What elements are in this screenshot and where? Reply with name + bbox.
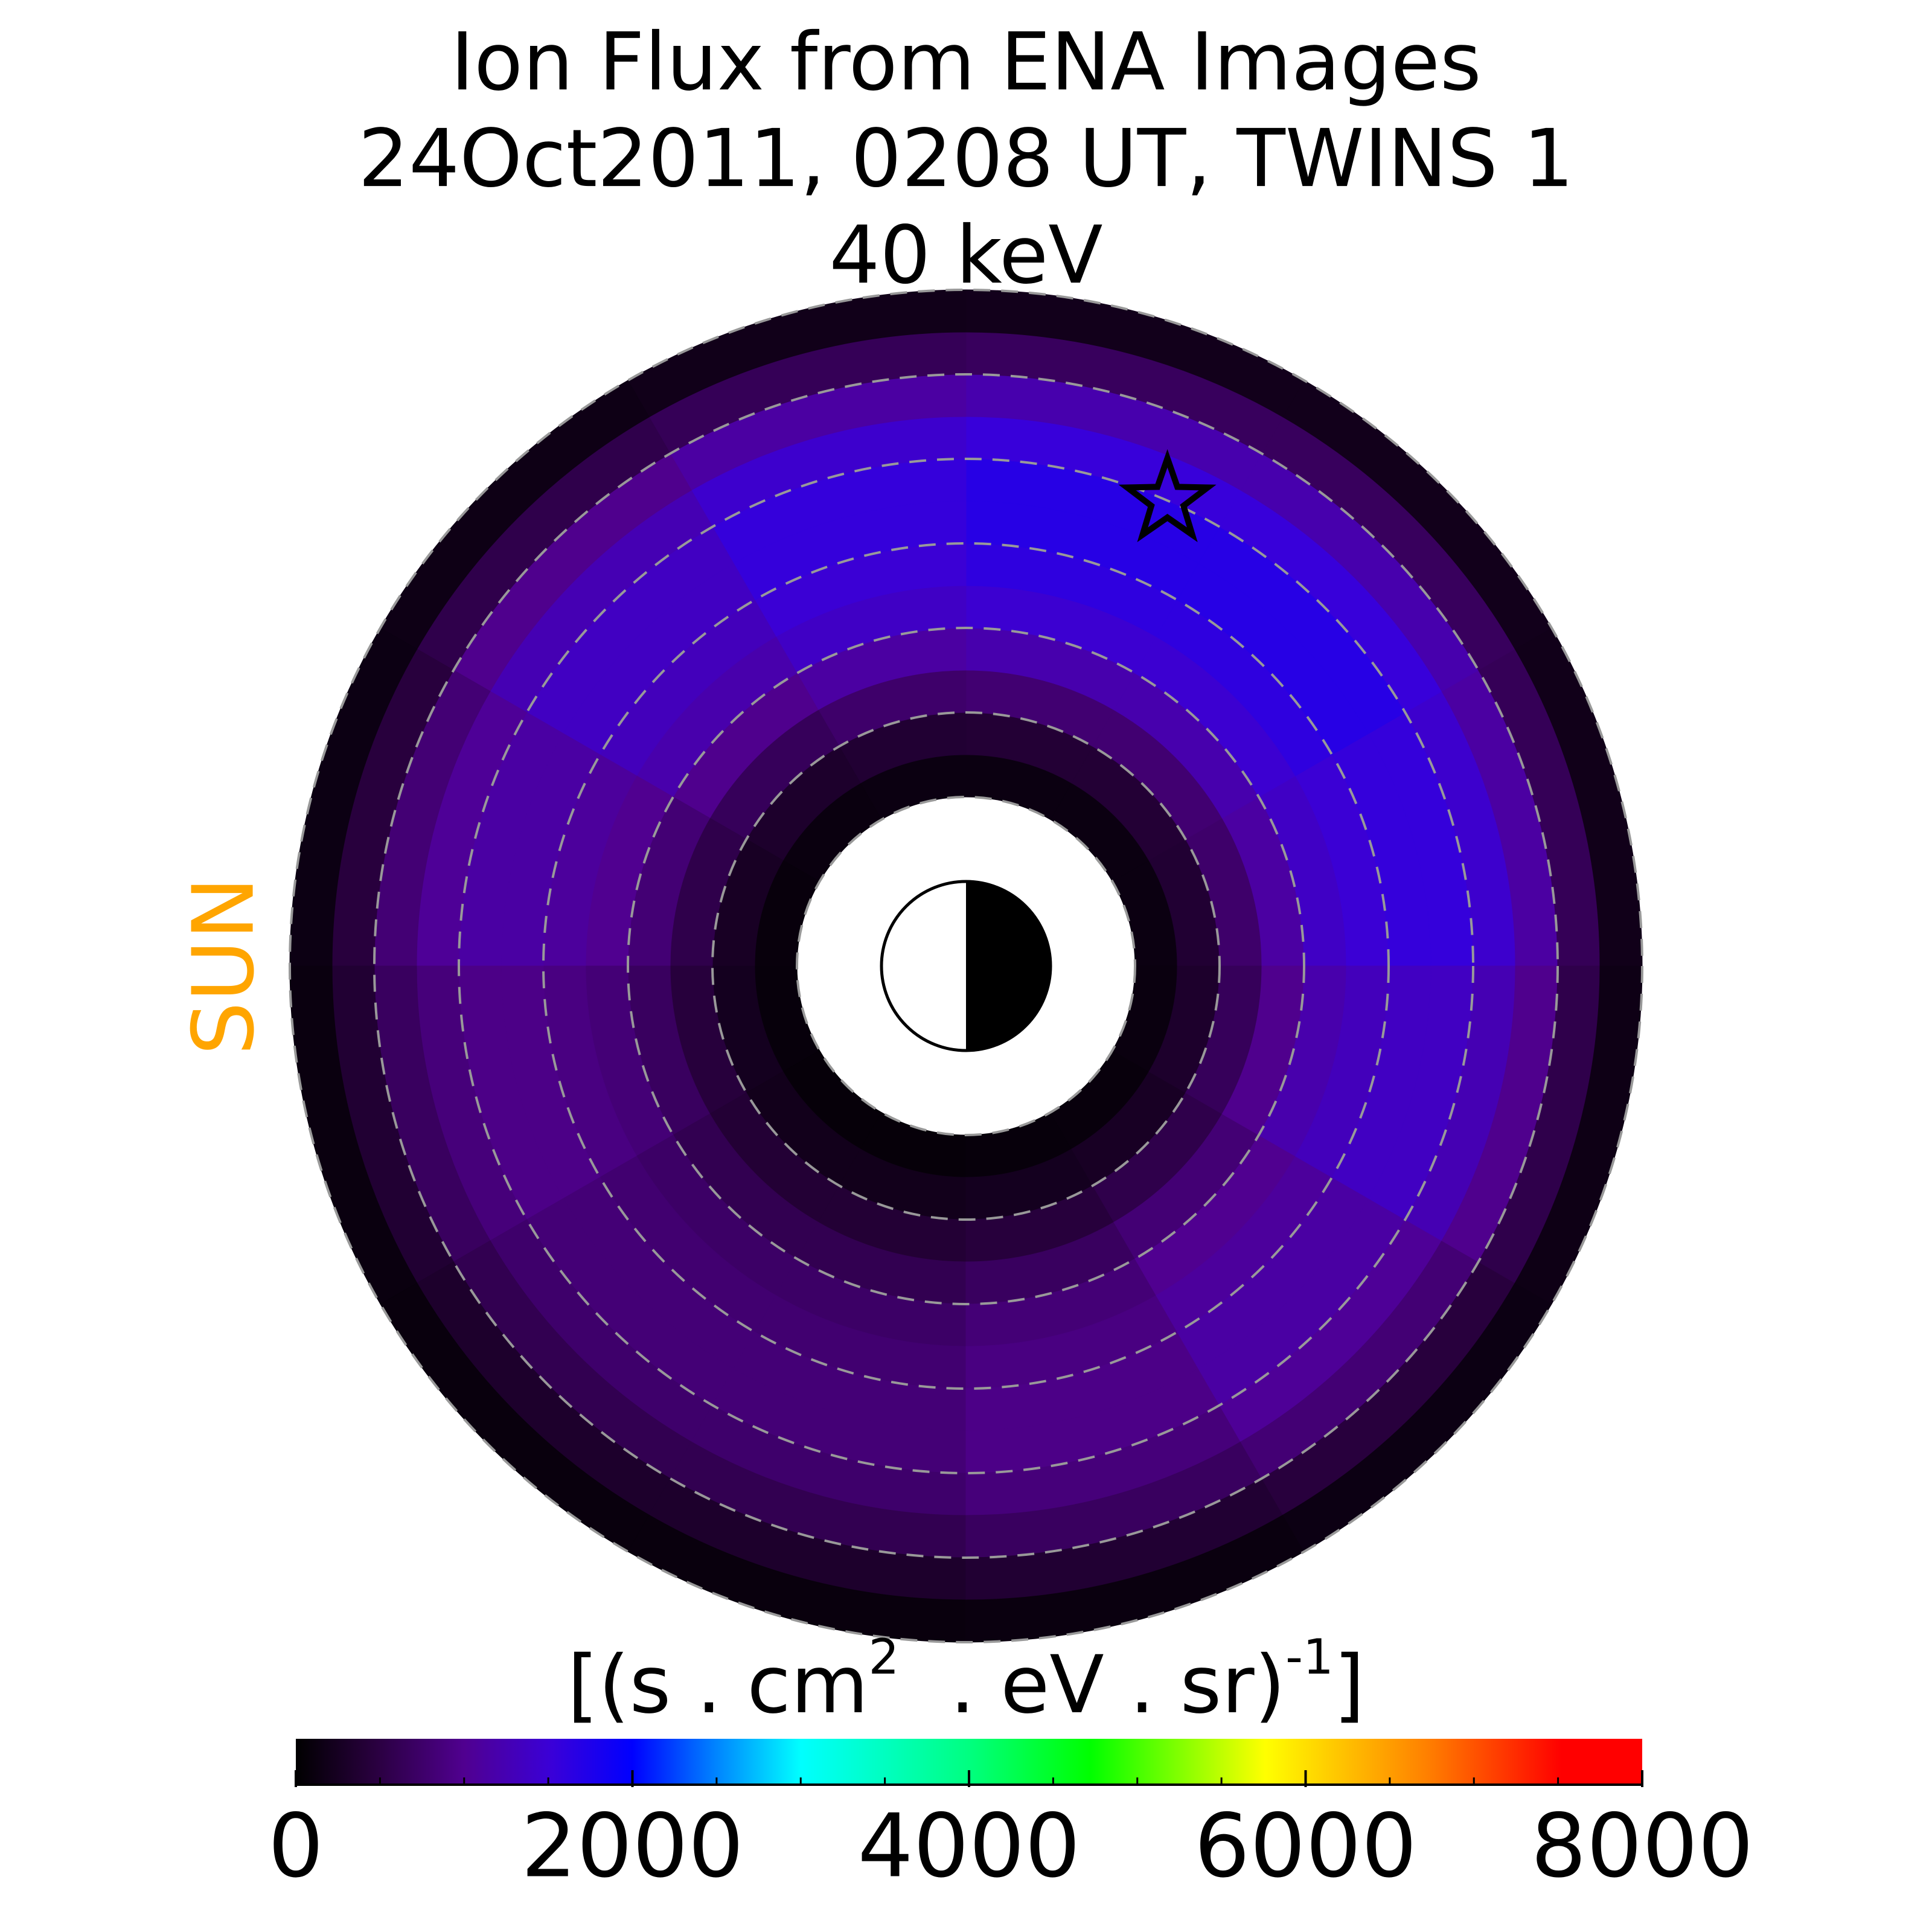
colorbar-label: [(s . cm2 . eV . sr)-1]: [568, 1629, 1365, 1732]
sun-label: SUN: [175, 877, 273, 1055]
earth-day: [881, 881, 966, 1051]
colorbar-tick-label: 4000: [857, 1796, 1080, 1898]
grid-circle: [627, 627, 1305, 1305]
heatmap: [289, 289, 1643, 1643]
chart-title: 40 keV: [829, 209, 1102, 302]
grid-circle: [289, 289, 1643, 1643]
earth-night: [966, 881, 1051, 1051]
grid-circle: [373, 373, 1559, 1559]
label-sup: 2: [868, 1629, 899, 1685]
chart-title: Ion Flux from ENA Images: [450, 16, 1481, 109]
label-part: . eV . sr): [899, 1639, 1285, 1732]
grid-circle: [796, 796, 1136, 1136]
colorbar-tick-label: 6000: [1194, 1796, 1417, 1898]
colorbar-tick-label: 2000: [521, 1796, 744, 1898]
grid-circle: [711, 711, 1221, 1221]
grid-circle: [542, 542, 1390, 1390]
label-part: ]: [1334, 1639, 1365, 1732]
chart-title: 24Oct2011, 0208 UT, TWINS 1: [358, 112, 1574, 205]
colorbar-axis: 0 2000 4000 6000 8000: [268, 1770, 1754, 1898]
colorbar-tick-label: 0: [268, 1796, 324, 1898]
overlay: [289, 289, 1643, 1643]
label-sup: -1: [1285, 1629, 1334, 1685]
colorbar-tick-label: 8000: [1531, 1796, 1753, 1898]
peak-marker: [1118, 449, 1217, 543]
grid-circle: [458, 458, 1474, 1474]
label-part: [(s . cm: [568, 1639, 869, 1732]
earth-outline: [880, 880, 1052, 1052]
